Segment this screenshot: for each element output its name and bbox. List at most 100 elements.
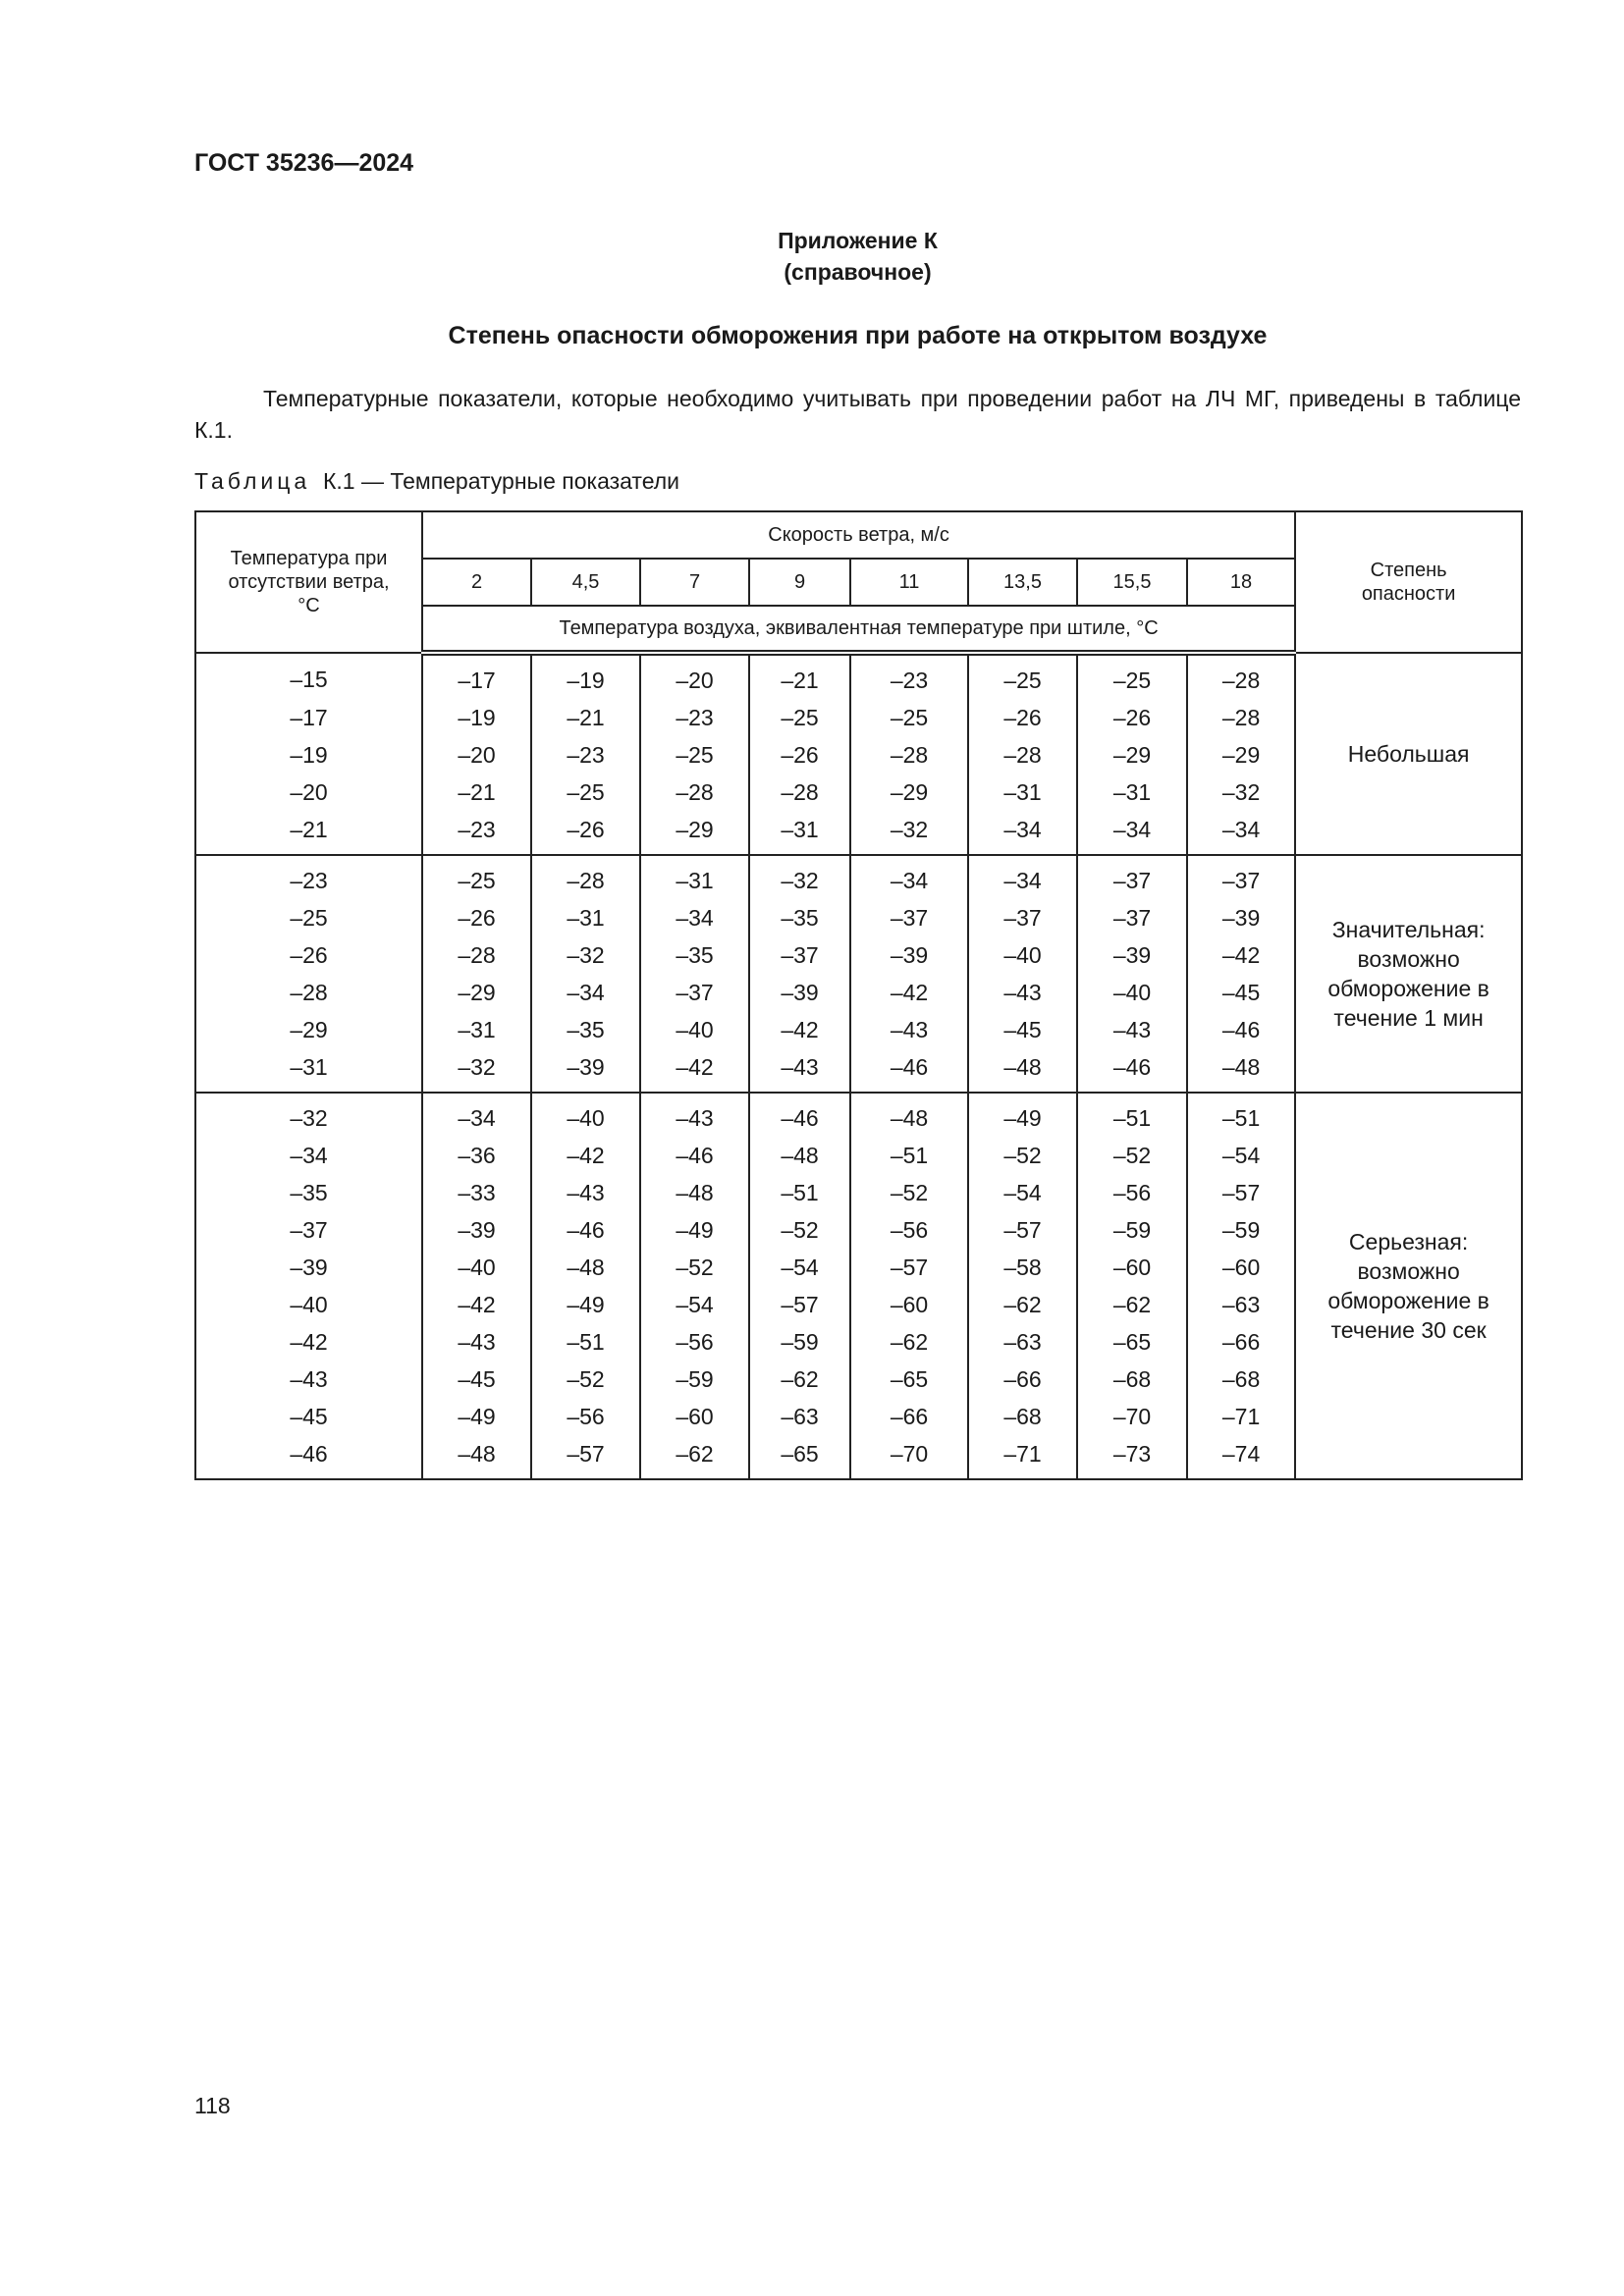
equiv-temp-cell: –58 bbox=[967, 1249, 1078, 1286]
equiv-temp-cell: –25 bbox=[849, 699, 969, 736]
no-wind-temp-cell: –35 bbox=[194, 1174, 423, 1211]
equiv-temp-cell: –39 bbox=[849, 936, 969, 974]
equiv-temp-cell: –32 bbox=[1185, 774, 1297, 811]
no-wind-temp-cell: –20 bbox=[194, 774, 423, 811]
equiv-temp-cell: –48 bbox=[1185, 1048, 1297, 1094]
equiv-temp-cell: –62 bbox=[967, 1286, 1078, 1323]
equiv-temp-cell: –21 bbox=[748, 652, 851, 699]
wind-speed-header: 2 bbox=[421, 558, 532, 607]
equiv-temp-cell: –32 bbox=[530, 936, 641, 974]
equiv-temp-cell: –42 bbox=[849, 974, 969, 1011]
no-wind-temp-cell: –19 bbox=[194, 736, 423, 774]
table-row: –15 –17 –19 –20 –21 –23 –25 –25 –28 Небольшая bbox=[194, 652, 1524, 856]
header-temp-no-wind: Температура при отсутствии ветра, °С bbox=[194, 510, 423, 654]
no-wind-temp-cell: –40 bbox=[194, 1286, 423, 1323]
equiv-temp-cell: –37 bbox=[849, 899, 969, 936]
equiv-temp-cell: –42 bbox=[748, 1011, 851, 1048]
equiv-temp-cell: –25 bbox=[421, 854, 532, 899]
wind-speed-header: 13,5 bbox=[967, 558, 1078, 607]
equiv-temp-cell: –62 bbox=[639, 1435, 750, 1480]
equiv-temp-cell: –70 bbox=[849, 1435, 969, 1480]
equiv-temp-cell: –43 bbox=[1076, 1011, 1188, 1048]
equiv-temp-cell: –26 bbox=[1076, 699, 1188, 736]
equiv-temp-cell: –36 bbox=[421, 1137, 532, 1174]
equiv-temp-cell: –39 bbox=[1076, 936, 1188, 974]
no-wind-temp-cell: –42 bbox=[194, 1323, 423, 1361]
wind-speed-header: 11 bbox=[849, 558, 969, 607]
equiv-temp-cell: –39 bbox=[421, 1211, 532, 1249]
table-row: –31 –32 –39 –42 –43 –46 –48 –46 –48 bbox=[194, 1048, 1522, 1094]
no-wind-temp-cell: –15 bbox=[194, 652, 423, 699]
equiv-temp-cell: –48 bbox=[748, 1137, 851, 1174]
equiv-temp-cell: –39 bbox=[1185, 899, 1297, 936]
equiv-temp-cell: –28 bbox=[849, 736, 969, 774]
equiv-temp-cell: –25 bbox=[1076, 652, 1188, 699]
equiv-temp-cell: –25 bbox=[967, 652, 1078, 699]
equiv-temp-cell: –54 bbox=[639, 1286, 750, 1323]
equiv-temp-cell: –32 bbox=[748, 854, 851, 899]
equiv-temp-cell: –56 bbox=[639, 1323, 750, 1361]
table-row: –29 –31 –35 –40 –42 –43 –45 –43 –46 bbox=[194, 1011, 1522, 1048]
equiv-temp-cell: –34 bbox=[849, 854, 969, 899]
equiv-temp-cell: –66 bbox=[849, 1398, 969, 1435]
equiv-temp-cell: –43 bbox=[530, 1174, 641, 1211]
table-row: –32 –34 –40 –43 –46 –48 –49 –51 –51 Серьезная: во… bbox=[194, 1092, 1524, 1480]
equiv-temp-cell: –74 bbox=[1185, 1435, 1297, 1480]
equiv-temp-cell: –49 bbox=[530, 1286, 641, 1323]
equiv-temp-cell: –59 bbox=[748, 1323, 851, 1361]
equiv-temp-cell: –66 bbox=[967, 1361, 1078, 1398]
table-row: –42 –43 –51 –56 –59 –62 –63 –65 –66 bbox=[194, 1323, 1522, 1361]
equiv-temp-cell: –51 bbox=[1185, 1092, 1297, 1137]
equiv-temp-cell: –23 bbox=[530, 736, 641, 774]
equiv-temp-cell: –26 bbox=[748, 736, 851, 774]
wind-speed-header: 7 bbox=[639, 558, 750, 607]
equiv-temp-cell: –26 bbox=[421, 899, 532, 936]
header-wind-speed: Скорость ветра, м/с bbox=[420, 510, 1297, 560]
equiv-temp-cell: –21 bbox=[530, 699, 641, 736]
equiv-temp-cell: –45 bbox=[967, 1011, 1078, 1048]
wind-speed-header: 4,5 bbox=[530, 558, 641, 607]
equiv-temp-cell: –29 bbox=[849, 774, 969, 811]
equiv-temp-cell: –28 bbox=[748, 774, 851, 811]
table-row: –46 –48 –57 –62 –65 –70 –71 –73 –74 bbox=[194, 1435, 1522, 1480]
no-wind-temp-cell: –29 bbox=[194, 1011, 423, 1048]
wind-speed-header: 15,5 bbox=[1076, 558, 1188, 607]
no-wind-temp-cell: –39 bbox=[194, 1249, 423, 1286]
paragraph: Температурные показатели, которые необхо… bbox=[194, 386, 1521, 443]
equiv-temp-cell: –54 bbox=[748, 1249, 851, 1286]
caption-text: К.1 — Температурные показатели bbox=[322, 468, 680, 494]
equiv-temp-cell: –52 bbox=[1076, 1137, 1188, 1174]
header-equivalent-temp: Температура воздуха, эквивалентная темпе… bbox=[420, 605, 1297, 656]
equiv-temp-cell: –31 bbox=[967, 774, 1078, 811]
table-row: –25 –26 –31 –34 –35 –37 –37 –37 –39 bbox=[194, 899, 1522, 936]
equiv-temp-cell: –21 bbox=[421, 774, 532, 811]
equiv-temp-cell: –37 bbox=[1076, 899, 1188, 936]
no-wind-temp-cell: –37 bbox=[194, 1211, 423, 1249]
equiv-temp-cell: –48 bbox=[967, 1048, 1078, 1094]
equiv-temp-cell: –43 bbox=[421, 1323, 532, 1361]
equiv-temp-cell: –28 bbox=[1185, 699, 1297, 736]
equiv-temp-cell: –56 bbox=[530, 1398, 641, 1435]
section-title: Степень опасности обморожения при работе… bbox=[448, 322, 1268, 349]
equiv-temp-cell: –34 bbox=[967, 811, 1078, 856]
equiv-temp-cell: –49 bbox=[967, 1092, 1078, 1137]
table-row: –37 –39 –46 –49 –52 –56 –57 –59 –59 bbox=[194, 1211, 1522, 1249]
equiv-temp-cell: –48 bbox=[639, 1174, 750, 1211]
table-row: –20 –21 –25 –28 –28 –29 –31 –31 –32 bbox=[194, 774, 1522, 811]
equiv-temp-cell: –39 bbox=[530, 1048, 641, 1094]
equiv-temp-cell: –37 bbox=[1076, 854, 1188, 899]
equiv-temp-cell: –57 bbox=[530, 1435, 641, 1480]
table-row: –17 –19 –21 –23 –25 –25 –26 –26 –28 bbox=[194, 699, 1522, 736]
no-wind-temp-cell: –43 bbox=[194, 1361, 423, 1398]
no-wind-temp-cell: –34 bbox=[194, 1137, 423, 1174]
equiv-temp-cell: –66 bbox=[1185, 1323, 1297, 1361]
equiv-temp-cell: –71 bbox=[967, 1435, 1078, 1480]
equiv-temp-cell: –52 bbox=[967, 1137, 1078, 1174]
table-row: –21 –23 –26 –29 –31 –32 –34 –34 –34 bbox=[194, 811, 1522, 856]
equiv-temp-cell: –60 bbox=[1076, 1249, 1188, 1286]
equiv-temp-cell: –37 bbox=[639, 974, 750, 1011]
equiv-temp-cell: –31 bbox=[748, 811, 851, 856]
equiv-temp-cell: –31 bbox=[1076, 774, 1188, 811]
equiv-temp-cell: –33 bbox=[421, 1174, 532, 1211]
equiv-temp-cell: –63 bbox=[748, 1398, 851, 1435]
